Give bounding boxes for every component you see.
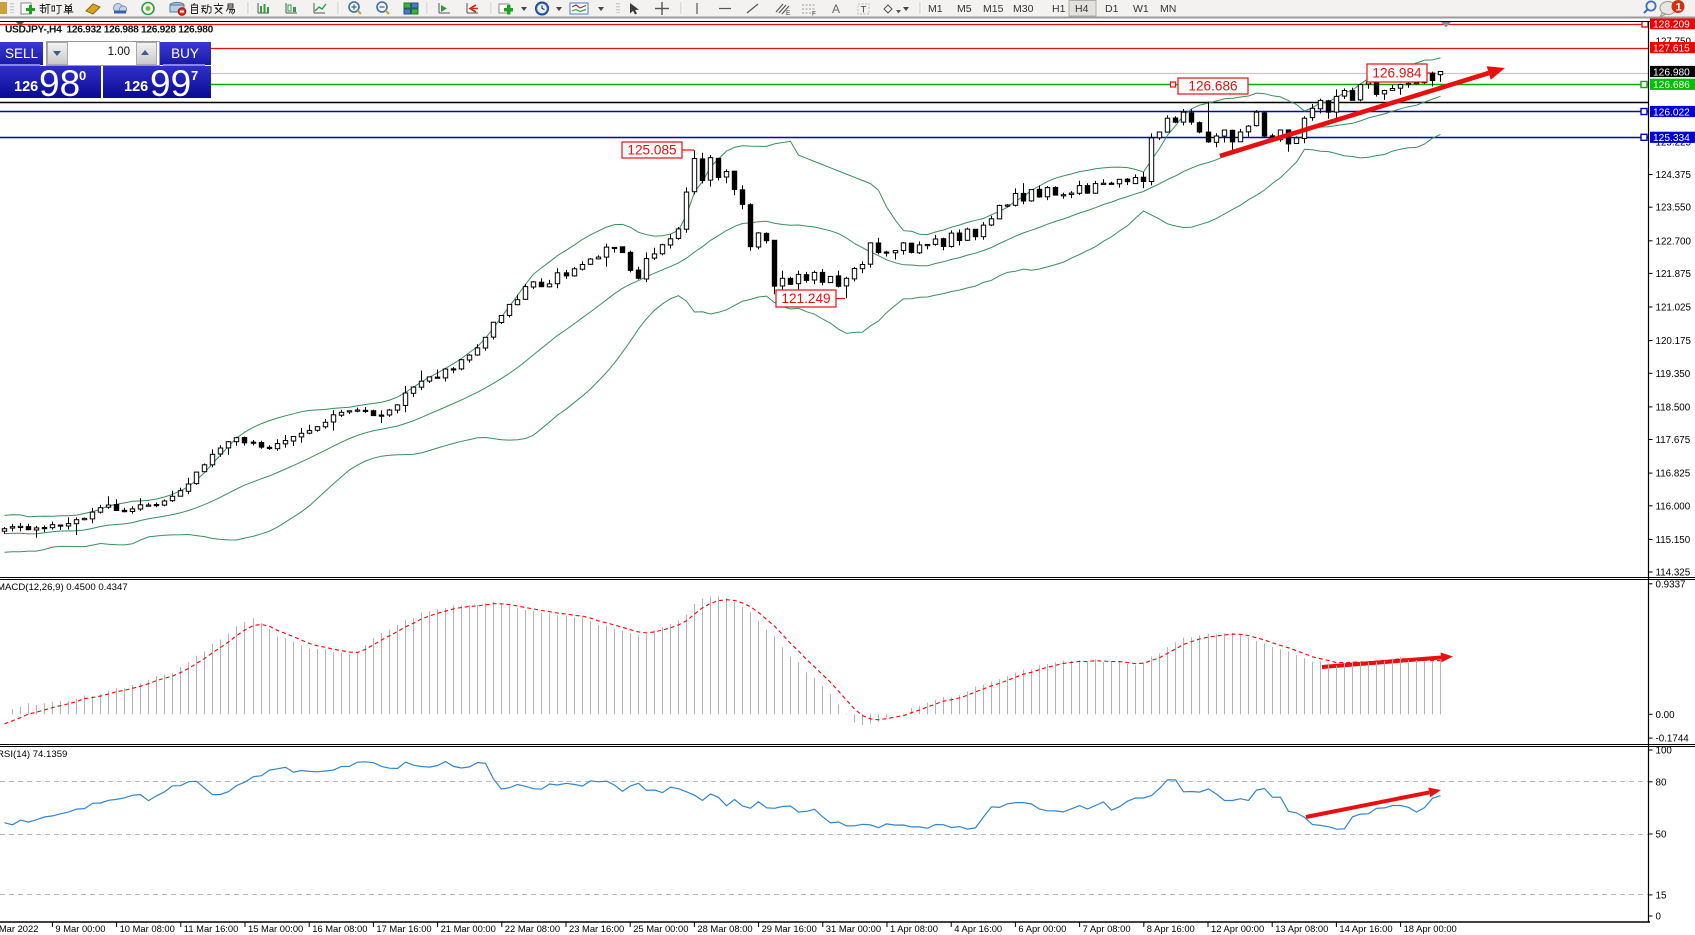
svg-text:10 Mar 08:00: 10 Mar 08:00 (120, 923, 175, 934)
svg-text:H1: H1 (1052, 3, 1066, 15)
svg-text:126.686: 126.686 (1188, 79, 1237, 94)
svg-text:USDJPY-,H4 126.932 126.988 12: USDJPY-,H4 126.932 126.988 126.928 126.9… (5, 25, 214, 36)
svg-text:120.175: 120.175 (1656, 336, 1692, 347)
svg-text:118.500: 118.500 (1656, 402, 1691, 413)
svg-text:121.249: 121.249 (781, 291, 830, 306)
svg-text:114.325: 114.325 (1656, 568, 1691, 579)
svg-text:50: 50 (1656, 830, 1667, 841)
svg-text:17 Mar 16:00: 17 Mar 16:00 (376, 923, 431, 934)
svg-text:126.686: 126.686 (1653, 80, 1690, 91)
svg-text:M30: M30 (1013, 3, 1034, 15)
svg-text:21 Mar 00:00: 21 Mar 00:00 (441, 923, 496, 934)
svg-text:117.675: 117.675 (1656, 435, 1691, 446)
svg-text:23 Mar 16:00: 23 Mar 16:00 (569, 923, 624, 934)
svg-text:115.150: 115.150 (1656, 535, 1691, 546)
svg-text:123.550: 123.550 (1656, 203, 1692, 214)
svg-text:M15: M15 (983, 3, 1004, 15)
svg-text:F: F (812, 11, 816, 18)
svg-text:-0.1744: -0.1744 (1656, 734, 1690, 745)
svg-text:1: 1 (1676, 2, 1682, 14)
svg-text:T: T (861, 5, 867, 16)
svg-text:119.350: 119.350 (1656, 369, 1691, 380)
svg-text:RSI(14) 74.1359: RSI(14) 74.1359 (0, 749, 67, 760)
svg-text:125.334: 125.334 (1653, 133, 1690, 144)
svg-text:A: A (832, 2, 840, 16)
svg-text:16 Mar 08:00: 16 Mar 08:00 (312, 923, 367, 934)
svg-text:128.209: 128.209 (1653, 20, 1690, 31)
svg-text:6 Apr 00:00: 6 Apr 00:00 (1018, 923, 1066, 934)
svg-text:15 Mar 00:00: 15 Mar 00:00 (248, 923, 303, 934)
svg-text:8 Mar 2022: 8 Mar 2022 (0, 923, 38, 934)
svg-text:M1: M1 (928, 3, 943, 15)
svg-text:0.9337: 0.9337 (1656, 579, 1686, 590)
svg-text:H4: H4 (1075, 3, 1089, 15)
svg-text:126.980: 126.980 (1653, 67, 1690, 78)
svg-text:9 Mar 00:00: 9 Mar 00:00 (55, 923, 105, 934)
svg-text:13 Apr 08:00: 13 Apr 08:00 (1275, 923, 1328, 934)
svg-text:18 Apr 00:00: 18 Apr 00:00 (1404, 923, 1457, 934)
svg-text:125.085: 125.085 (627, 143, 676, 158)
svg-text:124.375: 124.375 (1656, 170, 1692, 181)
svg-text:D1: D1 (1105, 3, 1119, 15)
svg-text:126.984: 126.984 (1372, 66, 1422, 81)
svg-text:14 Apr 16:00: 14 Apr 16:00 (1339, 923, 1392, 934)
svg-text:25 Mar 00:00: 25 Mar 00:00 (633, 923, 688, 934)
svg-text:121.025: 121.025 (1656, 303, 1692, 314)
svg-text:E: E (786, 10, 791, 17)
svg-text:121.875: 121.875 (1656, 269, 1692, 280)
svg-text:7 Apr 08:00: 7 Apr 08:00 (1083, 923, 1131, 934)
svg-text:1 Apr 08:00: 1 Apr 08:00 (890, 923, 938, 934)
svg-text:8 Apr 16:00: 8 Apr 16:00 (1147, 923, 1195, 934)
svg-text:116.000: 116.000 (1656, 501, 1691, 512)
svg-text:M5: M5 (957, 3, 972, 15)
svg-text:122.700: 122.700 (1656, 236, 1692, 247)
svg-text:0.00: 0.00 (1656, 710, 1676, 721)
svg-text:29 Mar 16:00: 29 Mar 16:00 (762, 923, 817, 934)
svg-text:100: 100 (1656, 746, 1673, 757)
svg-text:11 Mar 16:00: 11 Mar 16:00 (184, 923, 239, 934)
svg-text:80: 80 (1656, 777, 1667, 788)
svg-text:0: 0 (1656, 912, 1662, 923)
svg-text:MACD(12,26,9) 0.4500 0.4347: MACD(12,26,9) 0.4500 0.4347 (0, 582, 128, 593)
svg-text:126.022: 126.022 (1653, 107, 1690, 118)
svg-text:31 Mar 00:00: 31 Mar 00:00 (826, 923, 881, 934)
svg-text:W1: W1 (1133, 3, 1149, 15)
svg-text:MN: MN (1160, 3, 1176, 15)
svg-text:127.615: 127.615 (1653, 43, 1690, 54)
svg-text:28 Mar 08:00: 28 Mar 08:00 (697, 923, 752, 934)
svg-text:12 Apr 00:00: 12 Apr 00:00 (1211, 923, 1264, 934)
svg-text:116.825: 116.825 (1656, 469, 1691, 480)
svg-text:22 Mar 08:00: 22 Mar 08:00 (505, 923, 560, 934)
svg-text:4 Apr 16:00: 4 Apr 16:00 (954, 923, 1002, 934)
svg-text:15: 15 (1656, 890, 1667, 901)
